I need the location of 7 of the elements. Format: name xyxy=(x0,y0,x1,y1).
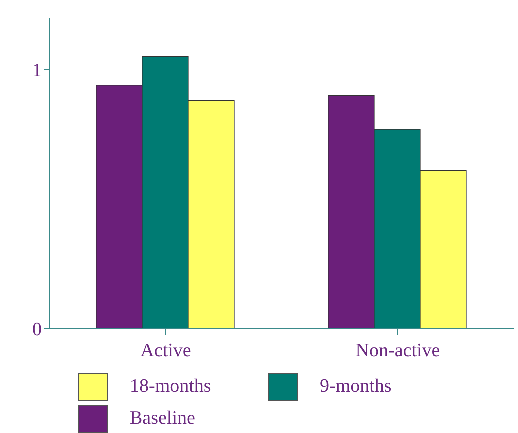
legend-label: 9-months xyxy=(320,376,392,398)
legend-label: 18-months xyxy=(130,376,212,398)
legend-label: Baseline xyxy=(130,408,196,430)
x-tick-label: Non-active xyxy=(356,340,440,362)
x-tick-label: Active xyxy=(140,340,192,362)
y-tick-label: 1 xyxy=(32,60,42,82)
y-tick-label: 0 xyxy=(32,320,42,341)
